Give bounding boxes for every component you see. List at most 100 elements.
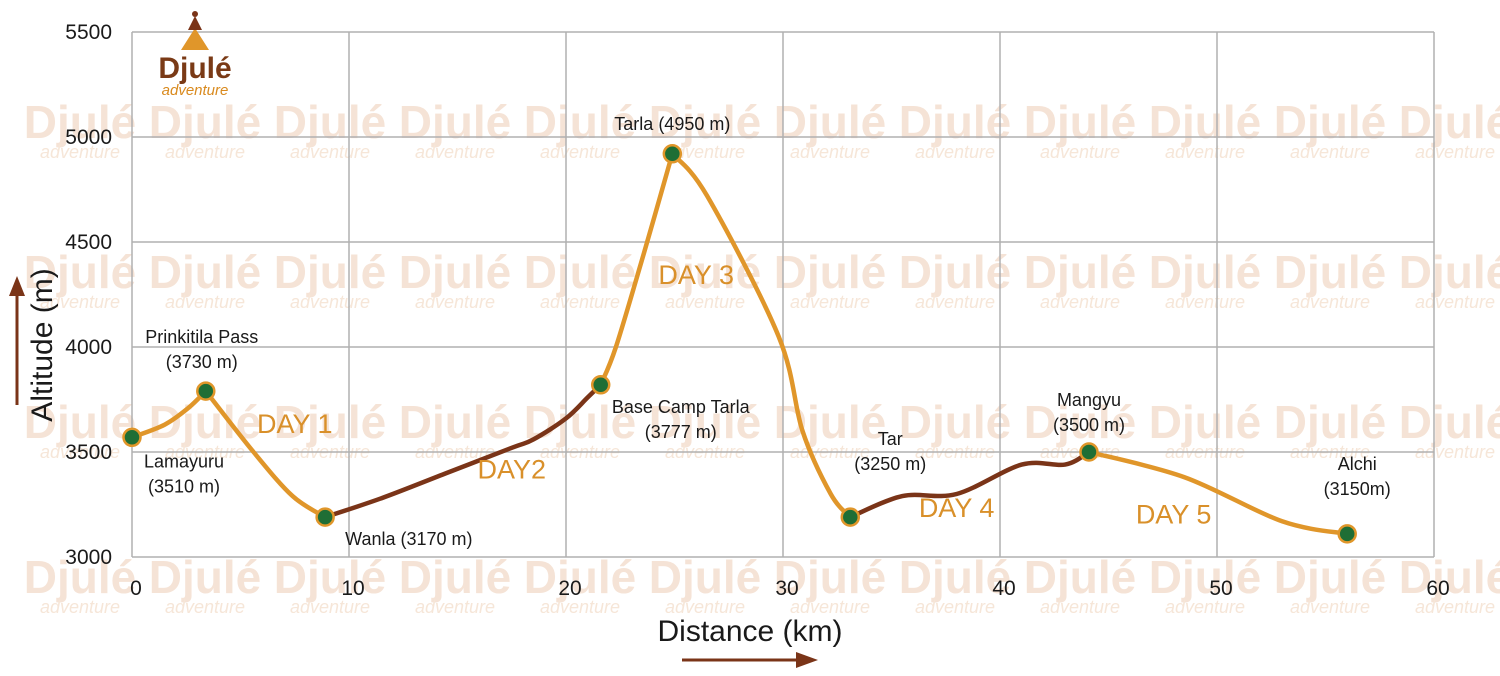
watermark-brand-text: Djulé xyxy=(649,246,761,298)
watermark-tagline-text: adventure xyxy=(165,142,245,162)
stop-label: Wanla (3170 m) xyxy=(345,529,472,549)
stop-label: Base Camp Tarla (3777 m) xyxy=(612,397,751,442)
stop-marker xyxy=(196,381,216,401)
y-tick-label: 4000 xyxy=(65,336,112,359)
watermark-brand-text: Djulé xyxy=(399,396,511,448)
watermark-tagline-text: adventure xyxy=(1040,142,1120,162)
watermark-tagline-text: adventure xyxy=(1415,597,1495,617)
y-axis-title: Altitude (m) xyxy=(9,268,59,422)
watermark-tagline-text: adventure xyxy=(915,597,995,617)
stop-label: Tar (3250 m) xyxy=(854,429,926,474)
watermark-brand-text: Djulé xyxy=(524,96,636,148)
stop-marker xyxy=(315,507,335,527)
day-label: DAY 5 xyxy=(1136,499,1212,529)
route-segment-line xyxy=(670,151,853,520)
stop-label-line: (3730 m) xyxy=(166,352,238,372)
watermark-brand-text: Djulé xyxy=(24,246,136,298)
x-tick-label: 30 xyxy=(775,577,798,600)
y-axis-label: Altitude (m) xyxy=(26,268,59,421)
x-tick-label: 20 xyxy=(558,577,581,600)
y-tick-label: 3500 xyxy=(65,441,112,464)
watermark-tagline-text: adventure xyxy=(665,597,745,617)
watermark-brand-text: Djulé xyxy=(774,96,886,148)
y-tick-label: 5000 xyxy=(65,126,112,149)
watermark-tagline-text: adventure xyxy=(665,292,745,312)
stop-marker xyxy=(1079,442,1099,462)
watermark-brand-text: Djulé xyxy=(774,551,886,603)
x-axis-arrow xyxy=(682,652,818,668)
watermark-tagline-text: adventure xyxy=(415,142,495,162)
route-segment-line xyxy=(848,449,1092,520)
watermark-pattern: DjuléadventureDjuléadventureDjuléadventu… xyxy=(24,96,1500,617)
watermark-tagline-text: adventure xyxy=(290,142,370,162)
watermark-brand-text: Djulé xyxy=(274,396,386,448)
stop-label-line: Alchi xyxy=(1338,454,1377,474)
watermark-tagline-text: adventure xyxy=(665,142,745,162)
stop-markers xyxy=(122,144,1357,544)
watermark-tagline-text: adventure xyxy=(1290,597,1370,617)
watermark-tagline-text: adventure xyxy=(165,597,245,617)
watermark-tagline-text: adventure xyxy=(1415,142,1495,162)
stop-marker xyxy=(590,375,611,395)
stop-label: Mangyu (3500 m) xyxy=(1053,390,1125,435)
stop-marker xyxy=(1337,524,1357,544)
stop-label-line: Wanla (3170 m) xyxy=(345,529,472,549)
watermark-brand-text: Djulé xyxy=(1024,96,1136,148)
watermark-brand-text: Djulé xyxy=(1274,246,1386,298)
x-axis-label: Distance (km) xyxy=(657,615,842,648)
x-tick-label: 60 xyxy=(1426,577,1449,600)
day-labels: DAY 1 DAY2 DAY 3 DAY 4 DAY 5 xyxy=(257,260,1211,529)
watermark-brand-text: Djulé xyxy=(899,246,1011,298)
stop-marker xyxy=(840,507,861,527)
watermark-brand-text: Djulé xyxy=(1399,551,1500,603)
watermark-brand-text: Djulé xyxy=(899,96,1011,148)
y-tick-label: 3000 xyxy=(65,546,112,569)
watermark-tagline-text: adventure xyxy=(1040,292,1120,312)
watermark-brand-text: Djulé xyxy=(1399,396,1500,448)
watermark-brand-text: Djulé xyxy=(649,96,761,148)
watermark-tagline-text: adventure xyxy=(1290,142,1370,162)
y-axis-ticks: 3000 3500 4000 4500 5000 5500 xyxy=(65,21,112,569)
watermark-brand-text: Djulé xyxy=(24,551,136,603)
watermark-brand-text: Djulé xyxy=(149,96,261,148)
day-label: DAY2 xyxy=(477,454,546,484)
watermark-tagline-text: adventure xyxy=(915,142,995,162)
watermark-tagline-text: adventure xyxy=(790,597,870,617)
x-axis-ticks: 0 10 20 30 40 50 60 xyxy=(130,577,1450,600)
stop-label-line: Tar xyxy=(878,429,903,449)
watermark-brand-text: Djulé xyxy=(24,96,136,148)
watermark-tagline-text: adventure xyxy=(1165,597,1245,617)
brand-name: Djulé xyxy=(158,52,231,85)
watermark-tagline-text: adventure xyxy=(540,292,620,312)
day-label: DAY 4 xyxy=(919,493,995,523)
watermark-brand-text: Djulé xyxy=(524,246,636,298)
watermark-tagline-text: adventure xyxy=(290,292,370,312)
watermark-brand-text: Djulé xyxy=(1274,396,1386,448)
watermark-brand-text: Djulé xyxy=(1024,551,1136,603)
watermark-brand-text: Djulé xyxy=(149,246,261,298)
stop-label: Alchi (3150m) xyxy=(1324,454,1391,499)
x-tick-label: 50 xyxy=(1209,577,1232,600)
route-segment-line xyxy=(598,151,675,388)
stop-label-line: (3150m) xyxy=(1324,479,1391,499)
stop-label-line: (3777 m) xyxy=(645,422,717,442)
y-axis-arrow xyxy=(9,276,25,405)
